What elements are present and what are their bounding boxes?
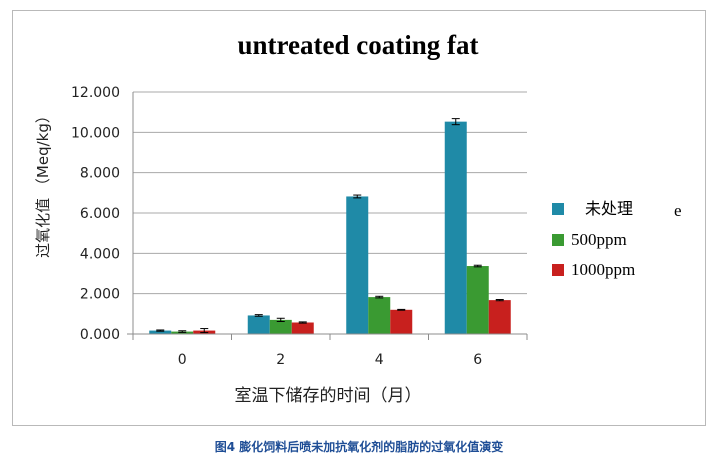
bar bbox=[149, 330, 172, 334]
bar bbox=[390, 309, 413, 334]
x-tick-labels: 0 2 4 6 bbox=[178, 352, 483, 368]
y-tick-labels: 0.000 2.000 4.000 6.000 8.000 10.000 12.000 bbox=[71, 85, 120, 343]
x-tick-label: 0 bbox=[178, 352, 187, 368]
legend-label: 500ppm bbox=[571, 230, 627, 249]
legend: 未处理 500ppm 1000ppm e bbox=[552, 199, 682, 279]
legend-label: 未处理 bbox=[585, 199, 633, 218]
legend-swatch bbox=[552, 264, 564, 276]
y-tick-label: 8.000 bbox=[80, 166, 120, 182]
y-tick-label: 10.000 bbox=[71, 125, 120, 141]
legend-swatch bbox=[552, 203, 564, 215]
y-tick-label: 4.000 bbox=[80, 246, 120, 262]
bar bbox=[269, 319, 292, 334]
x-axis-label: 室温下储存的时间（月） bbox=[235, 386, 422, 406]
bar bbox=[488, 300, 511, 334]
axes bbox=[127, 92, 528, 340]
bar bbox=[346, 196, 369, 334]
bar bbox=[247, 315, 270, 334]
legend-label: 1000ppm bbox=[571, 260, 635, 279]
chart-title: untreated coating fat bbox=[238, 30, 479, 60]
bar bbox=[368, 297, 391, 334]
y-axis-label: 过氧化值 （Meq/kg） bbox=[34, 108, 52, 258]
y-tick-label: 6.000 bbox=[80, 206, 120, 222]
x-tick-label: 4 bbox=[375, 352, 384, 368]
x-tick-label: 2 bbox=[276, 352, 285, 368]
x-tick-label: 6 bbox=[473, 352, 482, 368]
y-tick-label: 2.000 bbox=[80, 287, 120, 303]
bar bbox=[466, 266, 489, 334]
legend-stray-text: e bbox=[674, 201, 682, 220]
figure-caption: 图4 膨化饲料后喷未加抗氧化剂的脂肪的过氧化值演变 bbox=[214, 440, 504, 454]
y-tick-label: 0.000 bbox=[80, 327, 120, 343]
grid-lines bbox=[133, 91, 527, 295]
y-tick-label: 12.000 bbox=[71, 85, 120, 101]
bar bbox=[444, 121, 467, 335]
bar bbox=[291, 322, 314, 334]
bars-group bbox=[149, 118, 511, 335]
legend-swatch bbox=[552, 234, 564, 246]
